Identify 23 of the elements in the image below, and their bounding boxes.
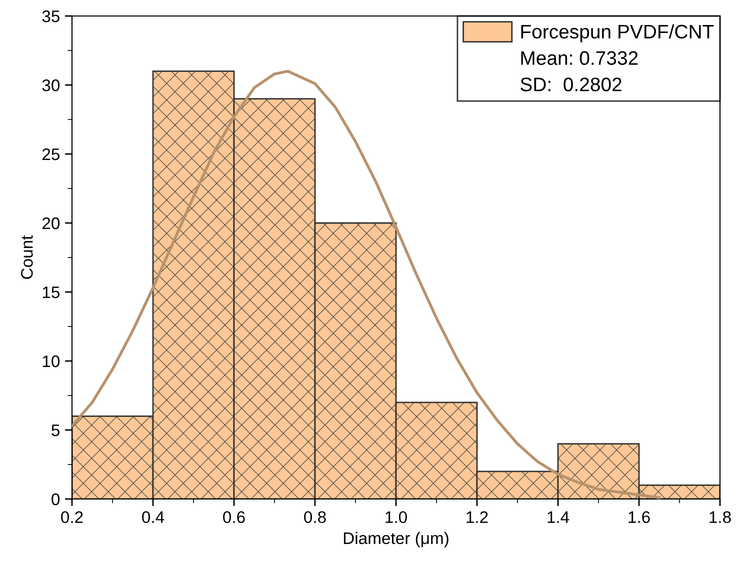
annotation: SD: 0.2802 (520, 78, 622, 92)
line-series (72, 70, 661, 499)
y-tick-label: 15 (42, 286, 60, 298)
y-tick-label: 35 (42, 10, 60, 22)
y-tick-label: 10 (42, 355, 60, 368)
x-tick-label: 1.0 (386, 511, 407, 524)
y-axis-title: Count (21, 235, 33, 279)
y-tick-label: 0 (52, 493, 60, 506)
x-tick-label: 0.6 (223, 511, 245, 524)
annotation: Mean: 0.7332 (521, 51, 638, 65)
x-tick-label: 1.6 (628, 511, 650, 524)
y-tick-label: 5 (52, 424, 60, 436)
x-tick-label: 0.8 (304, 511, 326, 524)
y-tick-label: 25 (42, 148, 60, 160)
x-tick-label: 1.8 (710, 511, 731, 524)
x-tick-label: 1.4 (548, 511, 570, 523)
x-tick-label: 1.2 (466, 511, 488, 523)
x-tick-label: 0.2 (61, 511, 83, 524)
x-tick-label: 0.4 (142, 511, 164, 524)
x-axis-title: Diameter (μm) (344, 532, 448, 548)
legend-label: Forcespun PVDF/CNT (521, 24, 714, 42)
y-tick-label: 30 (42, 79, 60, 92)
y-tick-label: 20 (42, 217, 60, 230)
